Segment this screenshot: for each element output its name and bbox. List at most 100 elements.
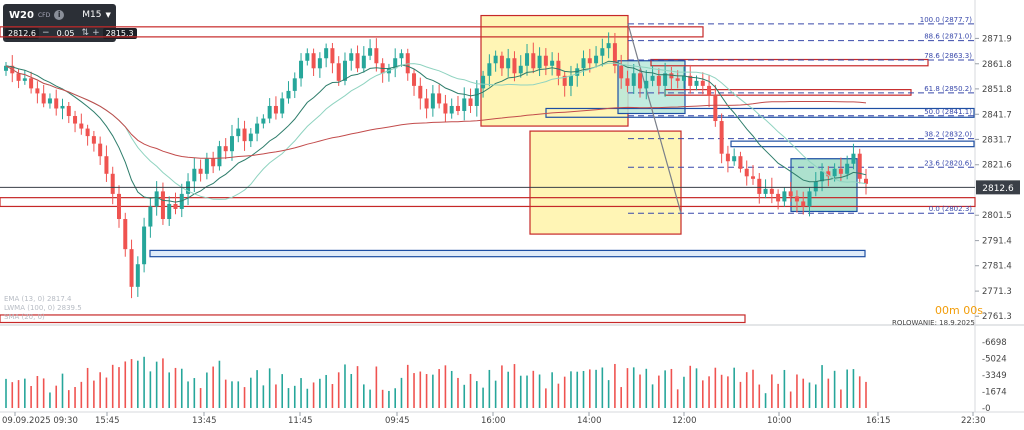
- order-row: 2812.6 − 0.05 ⇅ + 2815.3 SL/TP: [5, 26, 162, 40]
- candle-body: [575, 68, 580, 76]
- candle-body: [437, 93, 442, 104]
- yellow-zone-top: [480, 14, 629, 127]
- candle-body: [405, 53, 410, 74]
- volume-input[interactable]: 0.05: [56, 28, 75, 38]
- candle-body: [192, 168, 197, 182]
- candle-body: [255, 123, 260, 134]
- candle-body: [763, 188, 768, 194]
- candle-body: [518, 65, 523, 74]
- candle-body: [587, 58, 592, 64]
- candle-body: [211, 158, 216, 167]
- candle-body: [129, 249, 134, 287]
- candle-body: [98, 143, 103, 157]
- candle-body: [851, 153, 856, 164]
- red-zone-top: [0, 26, 704, 38]
- candle-body: [462, 98, 467, 111]
- candle-body: [625, 78, 630, 86]
- candle-body: [481, 75, 486, 89]
- current-price-label: 2812.6: [982, 184, 1014, 194]
- candle-body: [198, 168, 203, 174]
- candle-body: [342, 60, 347, 81]
- candle-body: [455, 105, 460, 111]
- candle-body: [116, 193, 121, 220]
- time-tick-label: 15:45: [95, 416, 120, 426]
- minus-icon[interactable]: −: [42, 28, 50, 38]
- price-tick-label: 2801.5: [982, 211, 1012, 221]
- candle-body: [41, 93, 46, 104]
- price-tick-label: 2771.3: [982, 287, 1012, 297]
- fib-label-1: 88.6 (2871.0): [924, 33, 972, 41]
- sltp-button[interactable]: SL/TP: [139, 28, 162, 38]
- candle-body: [782, 191, 787, 202]
- candle-body: [317, 58, 322, 69]
- candle-body: [769, 188, 774, 194]
- candle-body: [123, 219, 128, 250]
- volume-group: [5, 356, 867, 408]
- candle-body: [424, 98, 429, 109]
- ema-line: [5, 60, 867, 203]
- candle-body: [330, 48, 335, 64]
- time-tick-label: 12:00: [672, 416, 697, 426]
- time-tick-label: 22:30: [961, 416, 986, 426]
- candle-body: [430, 93, 435, 109]
- candle-body: [663, 73, 668, 86]
- candle-body: [355, 53, 360, 69]
- candle-body: [487, 63, 492, 76]
- candle-body: [261, 118, 266, 124]
- candle-body: [336, 63, 341, 81]
- candle-body: [468, 98, 473, 106]
- candle-body: [167, 203, 172, 220]
- candle-body: [179, 193, 184, 209]
- buy-price[interactable]: 2815.3: [102, 27, 137, 39]
- teal-zone-mid: [617, 60, 686, 115]
- candle-body: [47, 98, 52, 104]
- time-tick-label: 10:00: [767, 416, 792, 426]
- candle-body: [29, 78, 34, 89]
- symbol-label[interactable]: W20: [9, 9, 34, 21]
- yellow-zone-bottom: [529, 130, 682, 235]
- chevron-down-icon[interactable]: ▼: [105, 11, 111, 19]
- candle-body: [104, 156, 109, 174]
- blue-zone-support: [149, 249, 866, 258]
- candle-body: [443, 103, 448, 114]
- price-tick-label: 2791.4: [982, 237, 1012, 247]
- red-zone-bottom: [0, 314, 746, 324]
- candle-timer: 00m 00s: [935, 304, 983, 317]
- candle-body: [286, 90, 291, 99]
- info-icon[interactable]: i: [54, 10, 65, 20]
- candle-body: [700, 80, 705, 86]
- candle-body: [681, 75, 686, 81]
- candle-body: [594, 55, 599, 64]
- candle-body: [619, 65, 624, 79]
- candle-body: [16, 73, 21, 81]
- timeframe-select[interactable]: M15: [82, 10, 102, 20]
- candle-body: [600, 48, 605, 56]
- candle-body: [311, 53, 316, 69]
- candle-body: [525, 53, 530, 66]
- candle-body: [738, 156, 743, 169]
- candle-body: [556, 60, 561, 76]
- candle-body: [324, 48, 329, 59]
- candle-body: [650, 75, 655, 81]
- rollover-label: ROLOWANIE: 18.9.2025: [892, 319, 975, 327]
- fib-trend-line: [627, 23, 682, 214]
- candle-body: [499, 55, 504, 69]
- fib-label-3: 61.8 (2850.2): [924, 85, 972, 93]
- candle-body: [22, 78, 27, 81]
- symbol-row: W20 CFD i M15 ▼: [9, 8, 111, 22]
- swap-icon[interactable]: ⇅: [81, 28, 90, 38]
- candle-body: [826, 171, 831, 177]
- candle-body: [4, 65, 8, 71]
- candle-body: [813, 181, 818, 192]
- sell-price[interactable]: 2812.6: [5, 27, 39, 39]
- fib-label-6: 23.6 (2820.6): [924, 159, 972, 167]
- plus-icon[interactable]: +: [92, 28, 100, 38]
- candle-body: [236, 128, 241, 137]
- candle-body: [248, 133, 253, 142]
- red-zone-mid: [650, 58, 929, 67]
- candle-body: [160, 191, 165, 220]
- fib-label-0: 100.0 (2877.7): [920, 16, 972, 24]
- candle-body: [631, 73, 636, 86]
- time-tick-label: 11:45: [288, 416, 313, 426]
